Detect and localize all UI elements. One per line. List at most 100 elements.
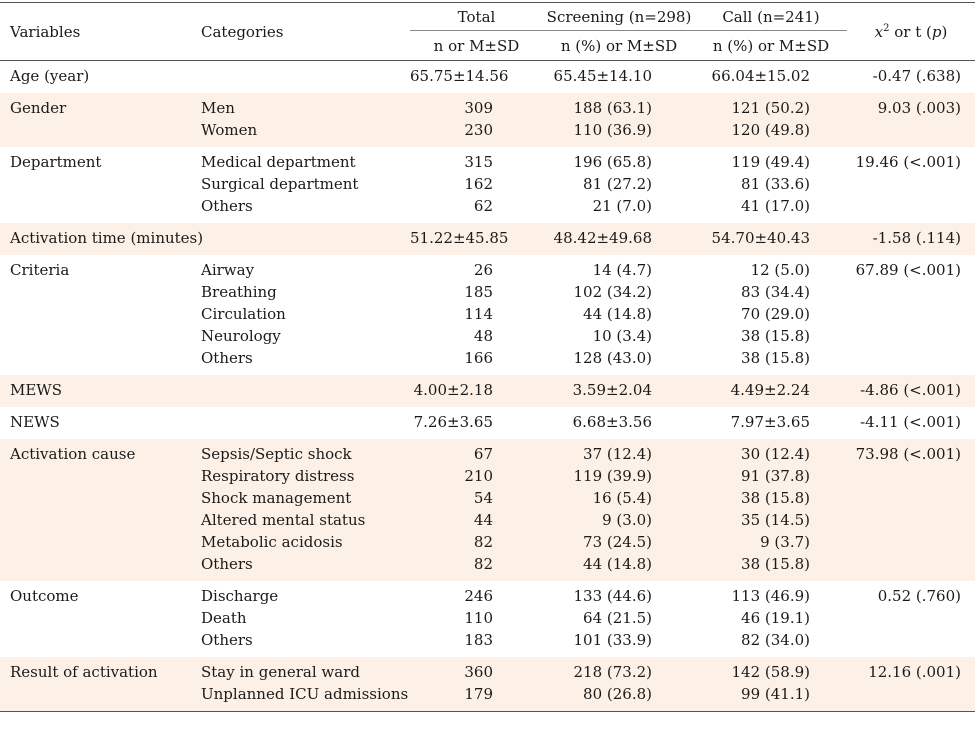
- screening-value: 128 (43.0): [573, 349, 652, 367]
- categories-cell: Sepsis/Septic shock Respiratory distress S…: [191, 439, 410, 581]
- screening-value: 16 (5.4): [592, 489, 652, 507]
- category-label: Unplanned ICU admissions: [201, 685, 409, 703]
- total-value: 67: [473, 445, 493, 463]
- statistic-cell: -4.86 (<.001): [847, 375, 975, 407]
- table-row: Criteria Airway Breathing Circulation Neurol…: [0, 255, 975, 375]
- screening-value: 81 (27.2): [583, 175, 652, 193]
- call-value: 12 (5.0): [750, 261, 810, 279]
- screening-cell: 48.42±49.68: [543, 223, 695, 255]
- total-value: 166: [464, 349, 493, 367]
- variable-label: Result of activation: [10, 663, 158, 681]
- total-cell: 4.00±2.18: [410, 375, 543, 407]
- category-label: Women: [201, 121, 258, 139]
- variable-cell: NEWS: [0, 407, 191, 439]
- category-label: ​: [201, 65, 410, 87]
- screening-value: 21 (7.0): [592, 197, 652, 215]
- categories-cell: Discharge Death Others: [191, 581, 410, 657]
- call-value: 9 (3.7): [760, 533, 810, 551]
- total-value: 309: [464, 99, 493, 117]
- category-label: Others: [201, 349, 253, 367]
- variable-label: MEWS: [10, 381, 63, 399]
- screening-value: 44 (14.8): [583, 555, 652, 573]
- categories-cell: ​: [191, 223, 410, 255]
- variable-label: Activation time (minutes): [10, 229, 204, 247]
- call-value: 121 (50.2): [731, 99, 810, 117]
- screening-cell: 14 (4.7) 102 (34.2) 44 (14.8) 10 (3.4) 128 (…: [543, 255, 695, 375]
- total-value: 210: [464, 467, 493, 485]
- call-value: 7.97±3.65: [730, 413, 810, 431]
- total-value: 26: [473, 261, 493, 279]
- statistic-value: -4.11 (<.001): [860, 413, 961, 431]
- category-label: Sepsis/Septic shock: [201, 445, 352, 463]
- table-row: Activation time (minutes)​51.22±45.85 48.…: [0, 223, 975, 255]
- total-value: 360: [464, 663, 493, 681]
- screening-value: 37 (12.4): [583, 445, 652, 463]
- total-value: 179: [464, 685, 493, 703]
- subheader-call: n (%) or M±SD: [712, 36, 830, 55]
- screening-value: 64 (21.5): [583, 609, 652, 627]
- call-value: 30 (12.4): [741, 445, 810, 463]
- category-label: Breathing: [201, 283, 277, 301]
- total-value: 51.22±45.85: [410, 229, 509, 247]
- header-call: Call (n=241): [695, 2, 847, 31]
- screening-value: 44 (14.8): [583, 305, 652, 323]
- call-cell: 119 (49.4) 81 (33.6) 41 (17.0): [695, 147, 847, 223]
- category-label: Altered mental status: [201, 511, 366, 529]
- total-value: 82: [473, 533, 493, 551]
- screening-value: 80 (26.8): [583, 685, 652, 703]
- variable-label: NEWS: [10, 413, 60, 431]
- call-value: 70 (29.0): [741, 305, 810, 323]
- screening-cell: 196 (65.8) 81 (27.2) 21 (7.0): [543, 147, 695, 223]
- call-value: 46 (19.1): [741, 609, 810, 627]
- variable-label: Age (year): [10, 67, 90, 85]
- subheader-screening: n (%) or M±SD: [560, 36, 678, 55]
- screening-value: 14 (4.7): [592, 261, 652, 279]
- category-label: Men: [201, 99, 235, 117]
- variable-cell: Department: [0, 147, 191, 223]
- call-value: 38 (15.8): [741, 349, 810, 367]
- statistic-value: -4.86 (<.001): [860, 381, 961, 399]
- call-value: 91 (37.8): [741, 467, 810, 485]
- statistic-value: 19.46 (<.001): [855, 153, 961, 171]
- statistic-cell: 12.16 (.001): [847, 657, 975, 712]
- total-value: 65.75±14.56: [410, 67, 509, 85]
- statistic-cell: -1.58 (.114): [847, 223, 975, 255]
- total-value: 44: [473, 511, 493, 529]
- header-screening: Screening (n=298): [543, 2, 695, 31]
- variable-cell: Outcome: [0, 581, 191, 657]
- screening-cell: 133 (44.6) 64 (21.5) 101 (33.9): [543, 581, 695, 657]
- category-label: Respiratory distress: [201, 467, 355, 485]
- screening-value: 10 (3.4): [592, 327, 652, 345]
- statistic-value: -0.47 (.638): [872, 67, 961, 85]
- categories-cell: ​: [191, 407, 410, 439]
- call-cell: 142 (58.9) 99 (41.1): [695, 657, 847, 712]
- variable-label: Criteria: [10, 261, 70, 279]
- total-cell: 7.26±3.65: [410, 407, 543, 439]
- call-cell: 66.04±15.02: [695, 61, 847, 94]
- screening-value: 110 (36.9): [573, 121, 652, 139]
- header-total: Total: [410, 2, 543, 31]
- statistic-value: 9.03 (.003): [877, 99, 961, 117]
- total-cell: 246 110 183: [410, 581, 543, 657]
- call-value: 142 (58.9): [731, 663, 810, 681]
- variable-label: Outcome: [10, 587, 79, 605]
- statistic-cell: -4.11 (<.001): [847, 407, 975, 439]
- table-row: MEWS ​4.00±2.18 3.59±2.04 4.49±2.24 -4.86 (<…: [0, 375, 975, 407]
- call-value: 41 (17.0): [741, 197, 810, 215]
- screening-cell: 65.45±14.10: [543, 61, 695, 94]
- subheader-total: n or M±SD: [433, 36, 520, 55]
- screening-value: 73 (24.5): [583, 533, 652, 551]
- category-label: Stay in general ward: [201, 663, 360, 681]
- screening-cell: 6.68±3.56: [543, 407, 695, 439]
- screening-cell: 188 (63.1) 110 (36.9): [543, 93, 695, 147]
- screening-cell: 218 (73.2) 80 (26.8): [543, 657, 695, 712]
- call-cell: 30 (12.4) 91 (37.8) 38 (15.8) 35 (14.5) 9 (3…: [695, 439, 847, 581]
- category-label: Shock management: [201, 489, 352, 507]
- total-cell: 65.75±14.56: [410, 61, 543, 94]
- statistic-value: 73.98 (<.001): [855, 445, 961, 463]
- category-label: Neurology: [201, 327, 281, 345]
- call-value: 4.49±2.24: [730, 381, 810, 399]
- category-label: Circulation: [201, 305, 286, 323]
- variable-cell: Criteria: [0, 255, 191, 375]
